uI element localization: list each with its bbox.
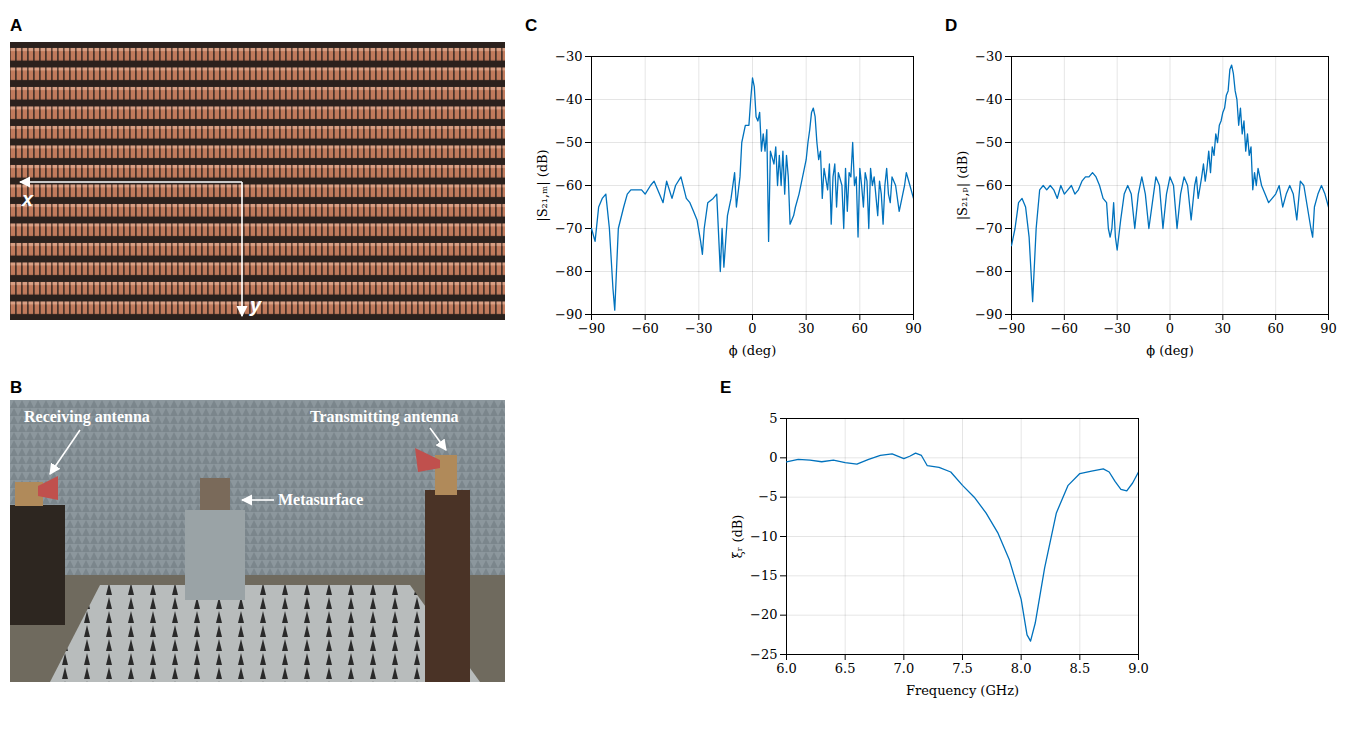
svg-text:5: 5 xyxy=(769,411,777,426)
svg-text:−70: −70 xyxy=(975,221,1002,236)
svg-text:90: 90 xyxy=(905,321,922,336)
svg-text:−20: −20 xyxy=(750,607,777,622)
svg-text:Transmitting antenna: Transmitting antenna xyxy=(310,408,459,426)
svg-text:60: 60 xyxy=(1267,321,1284,336)
svg-text:Metasurface: Metasurface xyxy=(278,491,363,508)
svg-text:−60: −60 xyxy=(555,178,582,193)
svg-text:−40: −40 xyxy=(975,92,1002,107)
svg-text:7.0: 7.0 xyxy=(893,661,914,676)
svg-text:−10: −10 xyxy=(750,529,777,544)
svg-text:−30: −30 xyxy=(685,321,712,336)
svg-text:Receiving antenna: Receiving antenna xyxy=(24,408,150,426)
svg-text:y: y xyxy=(249,294,262,316)
svg-text:90: 90 xyxy=(1320,321,1337,336)
svg-text:−15: −15 xyxy=(750,568,777,583)
svg-text:−90: −90 xyxy=(555,307,582,322)
svg-text:8.0: 8.0 xyxy=(1011,661,1032,676)
svg-text:0: 0 xyxy=(769,450,777,465)
svg-text:|S₂₁,ₘ| (dB): |S₂₁,ₘ| (dB) xyxy=(535,149,550,221)
svg-text:−60: −60 xyxy=(975,178,1002,193)
svg-text:ϕ (deg): ϕ (deg) xyxy=(729,343,776,358)
svg-text:−30: −30 xyxy=(555,49,582,64)
svg-text:−30: −30 xyxy=(1103,321,1130,336)
svg-text:−60: −60 xyxy=(631,321,658,336)
svg-text:8.5: 8.5 xyxy=(1069,661,1090,676)
svg-text:6.0: 6.0 xyxy=(776,661,797,676)
svg-text:x: x xyxy=(21,188,34,210)
svg-text:30: 30 xyxy=(1215,321,1232,336)
svg-text:−70: −70 xyxy=(555,221,582,236)
svg-text:0: 0 xyxy=(1166,321,1174,336)
svg-text:−50: −50 xyxy=(555,135,582,150)
html-text:A: A xyxy=(10,16,23,35)
html-text:C: C xyxy=(525,16,538,35)
svg-text:7.5: 7.5 xyxy=(952,661,973,676)
svg-text:−90: −90 xyxy=(998,321,1025,336)
svg-text:0: 0 xyxy=(748,321,756,336)
svg-text:ξᵣ (dB): ξᵣ (dB) xyxy=(730,515,745,559)
svg-text:−80: −80 xyxy=(555,264,582,279)
svg-text:−25: −25 xyxy=(750,647,777,662)
svg-text:−80: −80 xyxy=(975,264,1002,279)
svg-text:−90: −90 xyxy=(975,307,1002,322)
svg-text:−60: −60 xyxy=(1051,321,1078,336)
html-text:E: E xyxy=(720,378,732,397)
svg-text:−40: −40 xyxy=(555,92,582,107)
svg-text:−5: −5 xyxy=(758,489,777,504)
html-text:B: B xyxy=(10,378,23,397)
svg-text:6.5: 6.5 xyxy=(835,661,856,676)
svg-text:|S₂₁,ₚ| (dB): |S₂₁,ₚ| (dB) xyxy=(955,151,970,221)
svg-text:30: 30 xyxy=(798,321,815,336)
svg-text:9.0: 9.0 xyxy=(1128,661,1149,676)
html-text:D: D xyxy=(945,16,958,35)
svg-text:−90: −90 xyxy=(578,321,605,336)
svg-text:−30: −30 xyxy=(975,49,1002,64)
svg-text:−50: −50 xyxy=(975,135,1002,150)
svg-text:ϕ (deg): ϕ (deg) xyxy=(1146,343,1193,358)
svg-text:Frequency (GHz): Frequency (GHz) xyxy=(906,683,1019,698)
svg-text:60: 60 xyxy=(852,321,869,336)
